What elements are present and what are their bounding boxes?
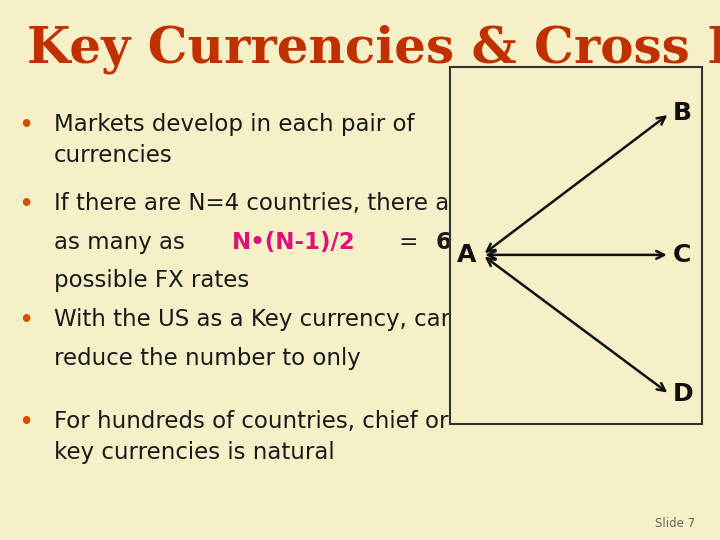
Text: possible FX rates: possible FX rates <box>54 269 249 293</box>
Text: =: = <box>392 231 426 254</box>
Text: different: different <box>456 231 561 254</box>
Text: 3: 3 <box>459 347 475 370</box>
Text: For hundreds of countries, chief or
key currencies is natural: For hundreds of countries, chief or key … <box>54 410 449 464</box>
Text: •: • <box>18 192 33 218</box>
Text: Slide 7: Slide 7 <box>654 517 695 530</box>
Bar <box>450 68 702 424</box>
Text: Markets develop in each pair of
currencies: Markets develop in each pair of currenci… <box>54 113 415 167</box>
Text: as many as: as many as <box>54 231 192 254</box>
Text: reduce the number to only: reduce the number to only <box>54 347 368 370</box>
Text: •: • <box>18 308 33 334</box>
Text: B: B <box>673 102 692 125</box>
Text: D: D <box>673 382 694 406</box>
Text: A: A <box>457 243 477 267</box>
Text: With the US as a Key currency, can: With the US as a Key currency, can <box>54 308 455 331</box>
Text: Key Currencies & Cross Rates: Key Currencies & Cross Rates <box>27 24 720 74</box>
Text: If there are N=4 countries, there are: If there are N=4 countries, there are <box>54 192 472 215</box>
Text: N•(N-1)/2: N•(N-1)/2 <box>233 231 356 254</box>
Text: C: C <box>673 243 692 267</box>
Text: •: • <box>18 113 33 139</box>
Text: •: • <box>18 410 33 436</box>
Text: 6: 6 <box>436 231 451 254</box>
